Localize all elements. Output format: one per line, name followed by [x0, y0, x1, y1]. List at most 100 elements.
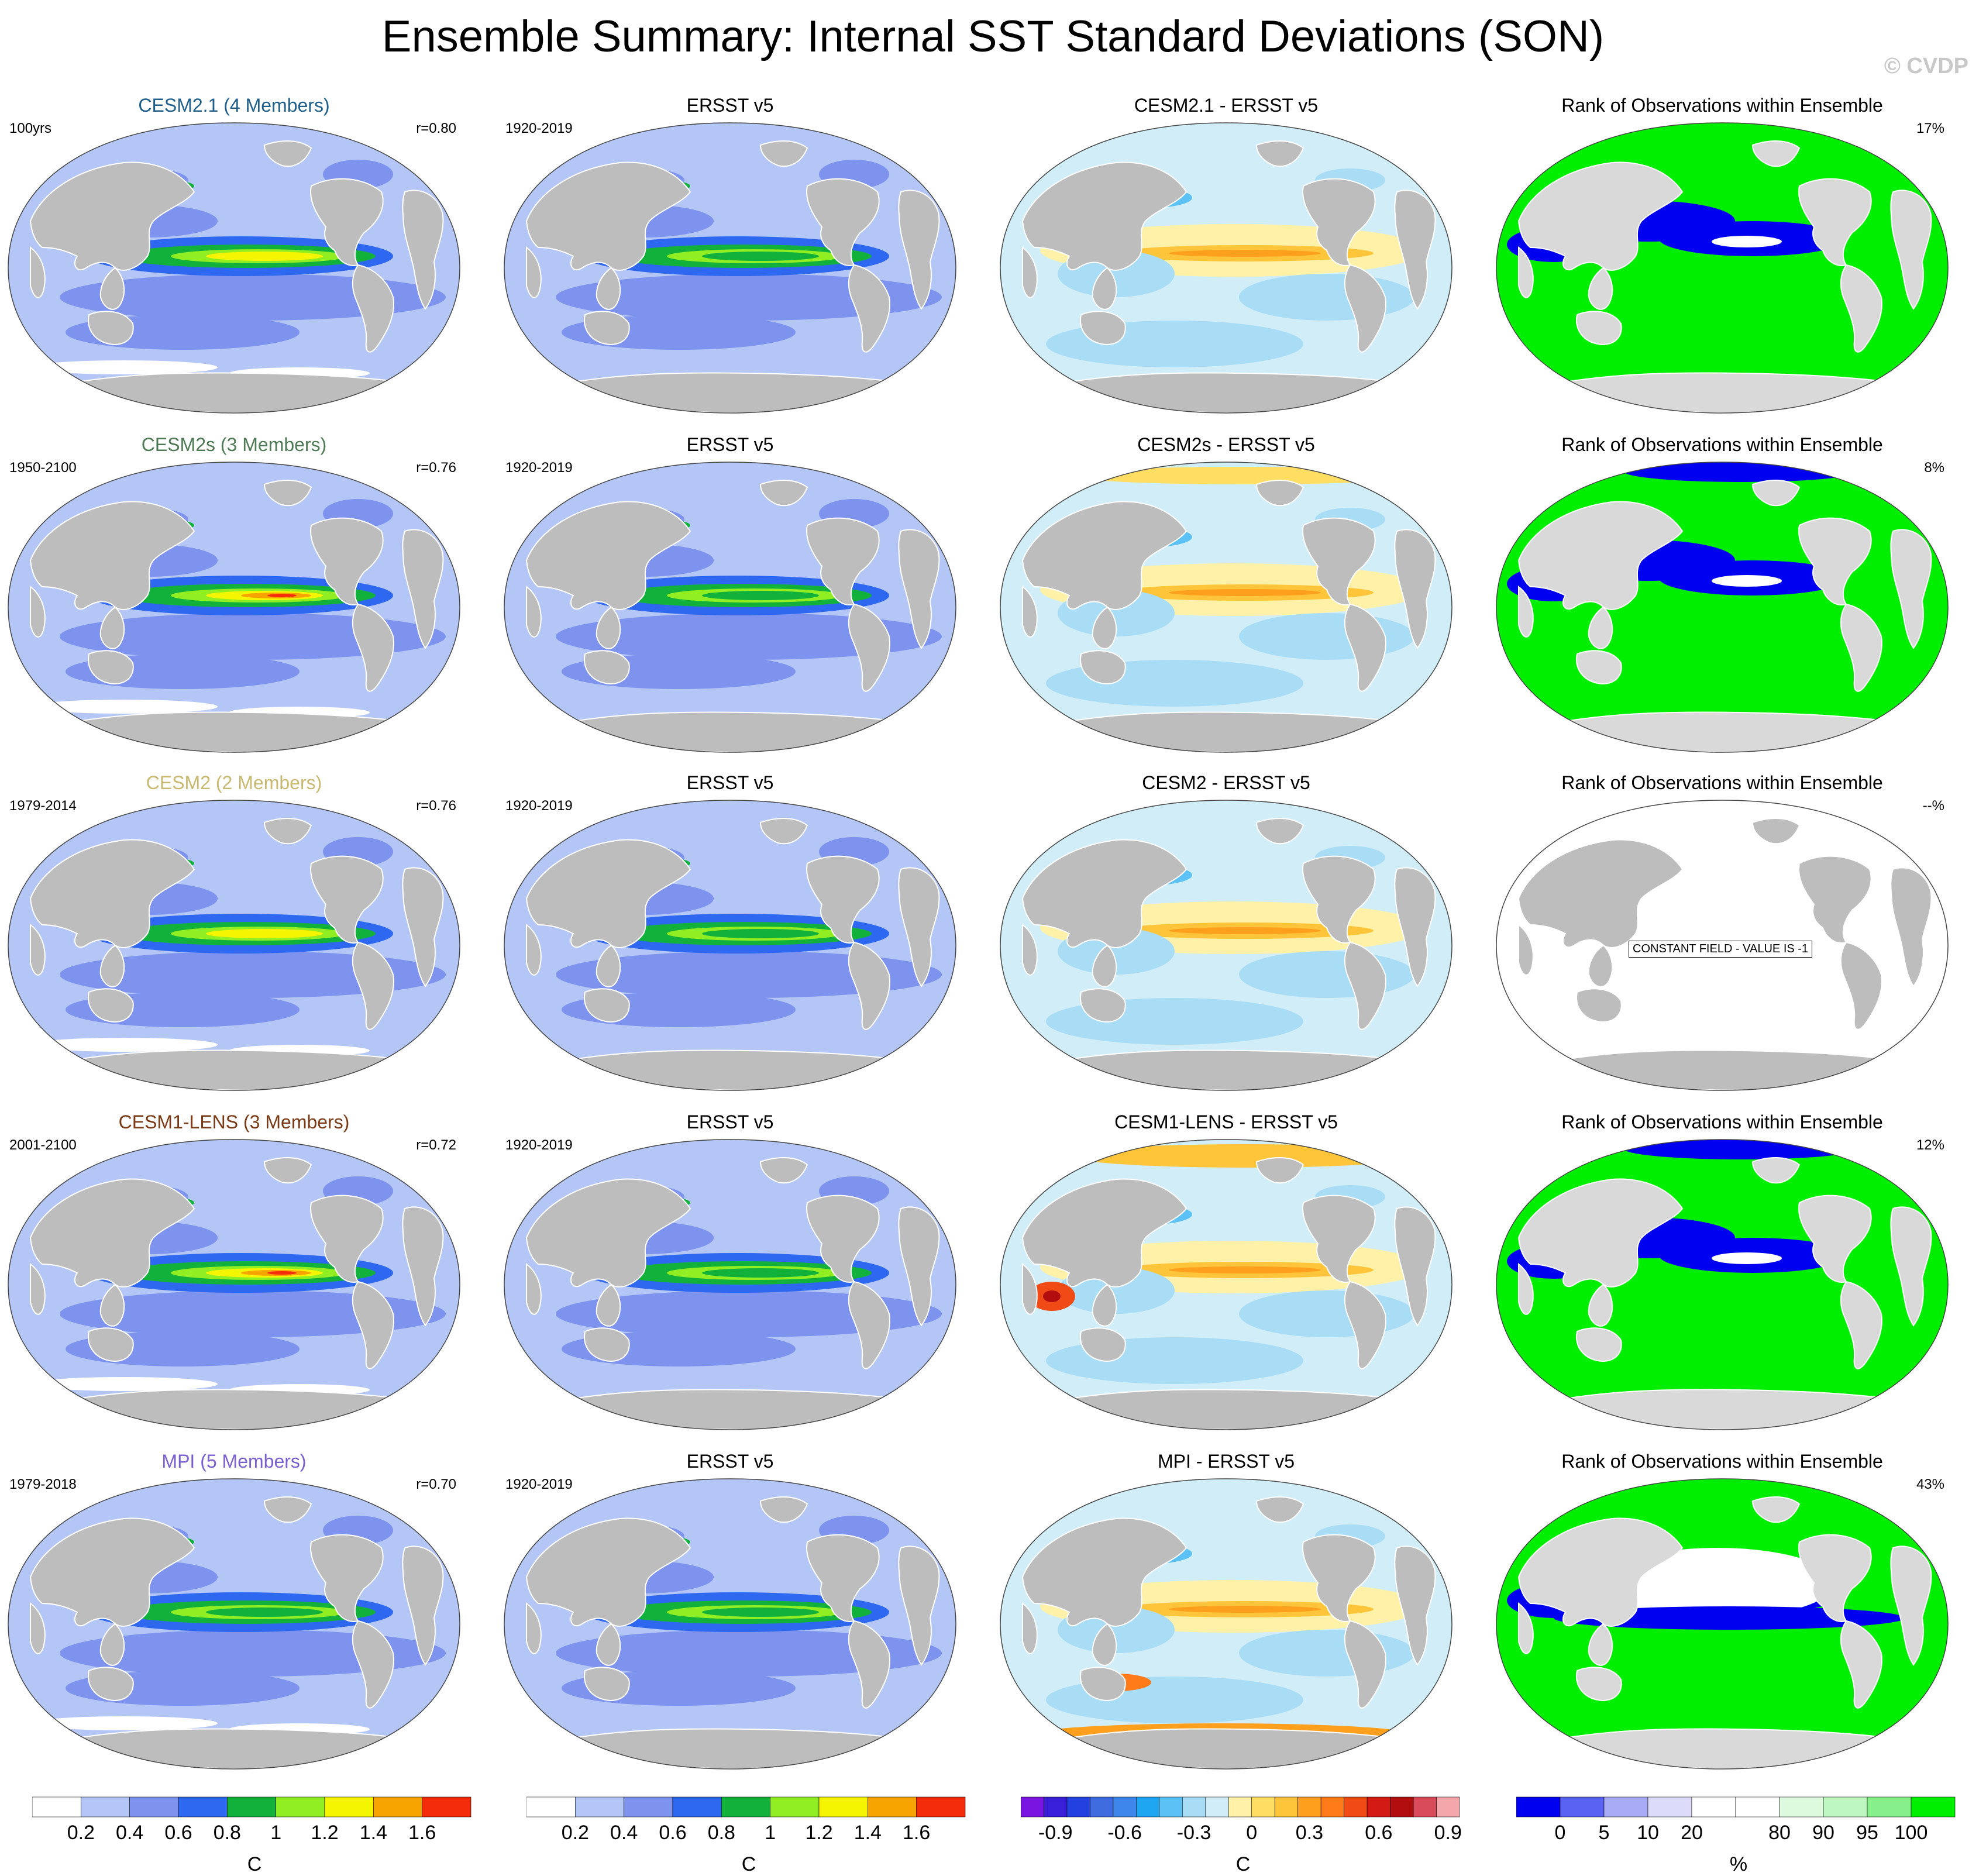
- colorbar-sst: 0.2 0.4 0.6 0.8 1 1.2 1.4 1.6 C: [32, 1796, 477, 1875]
- panel-title: CESM2s (3 Members): [141, 434, 327, 455]
- map-diff: [1000, 462, 1453, 753]
- map-diff: [1000, 1139, 1453, 1430]
- land-mass: [310, 855, 384, 944]
- colorbar-tick-label: 0: [1246, 1822, 1258, 1844]
- land-mass: [1798, 1195, 1872, 1283]
- map-rank: [1496, 462, 1949, 753]
- colorbar-tick-label: 1.2: [805, 1822, 833, 1844]
- period-label: 1920-2019: [505, 1476, 573, 1492]
- land-mass: [1021, 501, 1188, 610]
- colorbar-swatch: [1603, 1796, 1648, 1818]
- land-mass: [30, 923, 46, 976]
- map-outline: [1496, 122, 1949, 414]
- land-mass: [1798, 178, 1872, 266]
- land-mass: [402, 529, 444, 649]
- colorbar-swatch: [227, 1796, 276, 1818]
- map-outline: [1496, 462, 1949, 753]
- colorbar-swatch: [1691, 1796, 1736, 1818]
- land-mass: [1840, 603, 1882, 692]
- colorbar-swatch: [1113, 1796, 1137, 1818]
- colorbar-swatch: [770, 1796, 820, 1818]
- colorbar-swatch: [1066, 1796, 1090, 1818]
- colorbar-tick-label: 20: [1681, 1822, 1703, 1844]
- land-mass: [1394, 529, 1436, 649]
- colorbar-tick-label: 80: [1768, 1822, 1791, 1844]
- land-mass: [1546, 1728, 1918, 1769]
- land-mass: [310, 1534, 384, 1622]
- land-mass: [263, 1496, 312, 1523]
- field-blob: [1069, 467, 1420, 484]
- colorbar-swatch: [624, 1796, 673, 1818]
- land-mass: [352, 941, 394, 1030]
- field-blob: [1043, 1290, 1061, 1302]
- colorbar-tick-label: 0.6: [659, 1822, 687, 1844]
- land-mass: [352, 603, 394, 692]
- panel-obs: ERSST v5 1920-2019: [496, 771, 964, 1099]
- colorbar-swatch: [1182, 1796, 1206, 1818]
- colorbar-swatch: [1867, 1796, 1912, 1818]
- map-outline: [8, 122, 460, 414]
- land-mass: [263, 140, 312, 167]
- land-mass: [1050, 1389, 1422, 1430]
- land-mass: [30, 1602, 46, 1654]
- land-mass: [1021, 1517, 1188, 1627]
- land-mass: [58, 1728, 430, 1769]
- land-mass: [1588, 944, 1613, 987]
- land-mass: [848, 941, 890, 1030]
- land-mass: [1576, 1327, 1622, 1362]
- map-outline: [504, 122, 956, 414]
- field-blob: [1169, 1606, 1321, 1613]
- land-mass: [1588, 606, 1613, 649]
- land-mass: [1021, 161, 1188, 271]
- field-blob: [60, 1290, 446, 1337]
- land-mass: [1576, 650, 1622, 684]
- field-blob: [1169, 927, 1321, 934]
- colorbar-swatch: [1274, 1796, 1298, 1818]
- panel-model: MPI (5 Members) 1979-2018 r=0.70: [0, 1450, 468, 1777]
- panel-title: MPI (5 Members): [161, 1451, 307, 1472]
- colorbar-swatch: [129, 1796, 179, 1818]
- map-model: [8, 1139, 460, 1430]
- constant-field-label: CONSTANT FIELD - VALUE IS -1: [1629, 941, 1813, 958]
- field-blob: [1712, 1252, 1782, 1264]
- colorbar-tick-label: 0: [1554, 1822, 1566, 1844]
- map-obs: [504, 122, 956, 414]
- land-mass: [1890, 1545, 1932, 1666]
- land-mass: [310, 178, 384, 266]
- land-mass: [1890, 1206, 1932, 1327]
- colorbar-unit: C: [1235, 1853, 1251, 1875]
- map-outline: [8, 800, 460, 1091]
- panel-title: CESM2s - ERSST v5: [1137, 434, 1315, 455]
- map-outline: [1000, 1478, 1453, 1770]
- land-mass: [554, 711, 926, 752]
- ocean-field: [1496, 462, 1948, 752]
- land-mass: [99, 267, 125, 310]
- land-mass: [526, 585, 542, 638]
- land-mass: [525, 501, 691, 610]
- land-mass: [352, 264, 394, 353]
- period-label: 1920-2019: [505, 798, 573, 814]
- land-mass: [1255, 140, 1305, 167]
- land-mass: [584, 988, 630, 1023]
- map-outline: [8, 462, 460, 753]
- land-mass: [806, 855, 880, 944]
- map-outline: [1496, 1478, 1949, 1770]
- land-mass: [1546, 1049, 1918, 1090]
- pattern-correlation: r=0.70: [416, 1476, 456, 1492]
- land-mass: [1751, 818, 1801, 845]
- land-mass: [1022, 923, 1038, 976]
- panel-title: Rank of Observations within Ensemble: [1561, 95, 1883, 116]
- land-mass: [596, 1283, 621, 1327]
- land-mass: [526, 1262, 542, 1315]
- rank-percent: 17%: [1916, 121, 1944, 136]
- land-mass: [263, 1157, 312, 1184]
- land-mass: [1518, 585, 1534, 638]
- field-blob: [1169, 250, 1321, 257]
- colorbar-tick-label: 0.6: [164, 1822, 192, 1844]
- field-blob: [60, 274, 446, 321]
- land-mass: [99, 606, 125, 649]
- land-mass: [30, 246, 46, 298]
- panel-rank: Rank of Observations within Ensemble 43%: [1488, 1450, 1956, 1777]
- colorbar-swatch: [1390, 1796, 1414, 1818]
- colorbar-tick-label: -0.3: [1176, 1822, 1211, 1844]
